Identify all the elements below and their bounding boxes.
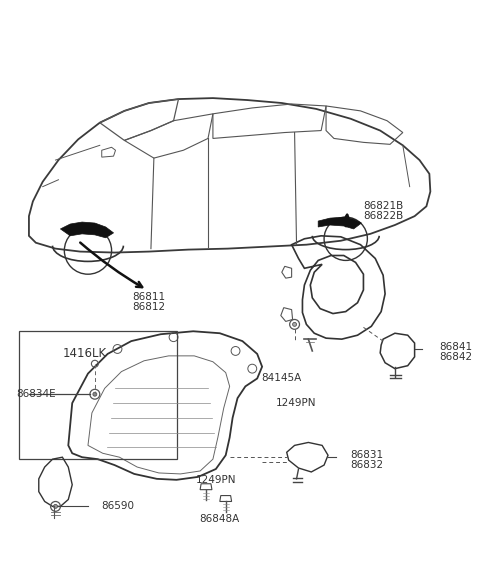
Text: 86848A: 86848A	[200, 514, 240, 524]
Polygon shape	[60, 222, 114, 238]
Text: 86590: 86590	[102, 501, 135, 511]
Text: 86832: 86832	[351, 460, 384, 470]
Text: 86822B: 86822B	[363, 211, 404, 221]
Text: 1249PN: 1249PN	[276, 398, 317, 408]
Text: 86821B: 86821B	[363, 201, 404, 211]
Text: 86811: 86811	[132, 292, 166, 302]
Text: 1249PN: 1249PN	[196, 475, 236, 485]
Circle shape	[93, 393, 97, 396]
Circle shape	[54, 504, 58, 508]
Text: 86834E: 86834E	[16, 389, 56, 399]
Circle shape	[293, 323, 297, 327]
Polygon shape	[318, 217, 361, 229]
Text: 86831: 86831	[351, 450, 384, 460]
Text: 86842: 86842	[439, 352, 472, 362]
Text: 84145A: 84145A	[262, 374, 302, 383]
Text: 86841: 86841	[439, 342, 472, 352]
Text: 86812: 86812	[132, 301, 166, 312]
Text: 1416LK: 1416LK	[63, 347, 107, 360]
